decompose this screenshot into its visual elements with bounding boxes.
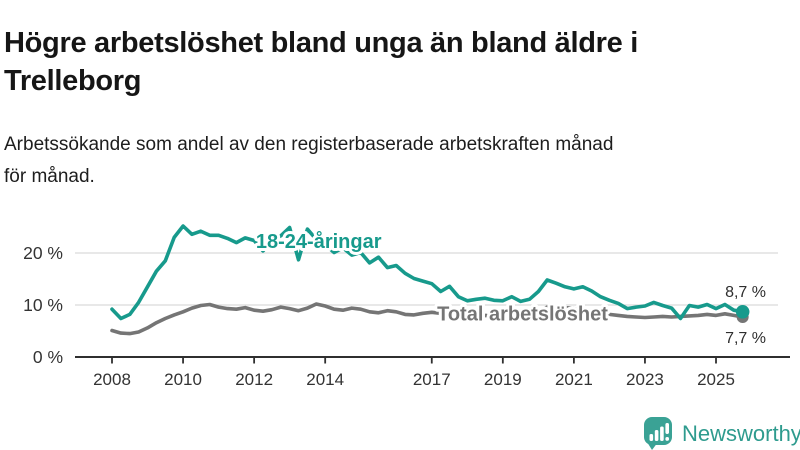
- x-axis-label: 2023: [626, 370, 664, 389]
- page-title: Högre arbetslöshet bland unga än bland ä…: [4, 25, 784, 100]
- y-axis-label: 10 %: [23, 295, 63, 315]
- subtitle-line-2: för månad.: [4, 165, 95, 187]
- chart-subtitle: Arbetssökande som andel av den registerb…: [4, 129, 794, 193]
- series-label: Total arbetslöshet: [437, 304, 608, 326]
- title-line-1: Högre arbetslöshet bland unga än bland ä…: [4, 27, 638, 60]
- end-value-label-young: 8,7 %: [725, 284, 766, 301]
- subtitle-line-1: Arbetssökande som andel av den registerb…: [4, 134, 614, 155]
- series-line: [110, 302, 745, 336]
- x-axis-label: 2014: [306, 370, 344, 389]
- x-axis-label: 2008: [93, 370, 131, 389]
- series-end-dot: [735, 304, 750, 319]
- x-axis-label: 2021: [555, 370, 593, 389]
- newsworthy-brand[interactable]: Newsworthy: [630, 408, 800, 450]
- chart-area: 0 % 10 % 20 % 2008 2010 2012 2014 2017 2019 2021 2…: [0, 200, 800, 400]
- title-line-2: Trelleborg: [4, 65, 142, 98]
- newsworthy-logo-icon: Newsworthy: [644, 417, 800, 450]
- speech-bubble-icon: [644, 417, 672, 450]
- x-axis-label: 2025: [697, 370, 735, 389]
- x-axis-label: 2010: [164, 370, 202, 389]
- series-line: [110, 224, 745, 321]
- end-value-label-total: 7,7 %: [725, 330, 766, 347]
- series-label: 18-24-åringar: [256, 230, 382, 253]
- x-axis-label: 2017: [413, 370, 451, 389]
- brand-name: Newsworthy: [682, 421, 800, 446]
- x-axis-label: 2012: [235, 370, 273, 389]
- y-axis-label: 0 %: [33, 347, 63, 367]
- x-axis-label: 2019: [484, 370, 522, 389]
- unemployment-chart: 0 % 10 % 20 % 2008 2010 2012 2014 2017 2019 2021 2…: [23, 224, 790, 389]
- y-axis-label: 20 %: [23, 243, 63, 263]
